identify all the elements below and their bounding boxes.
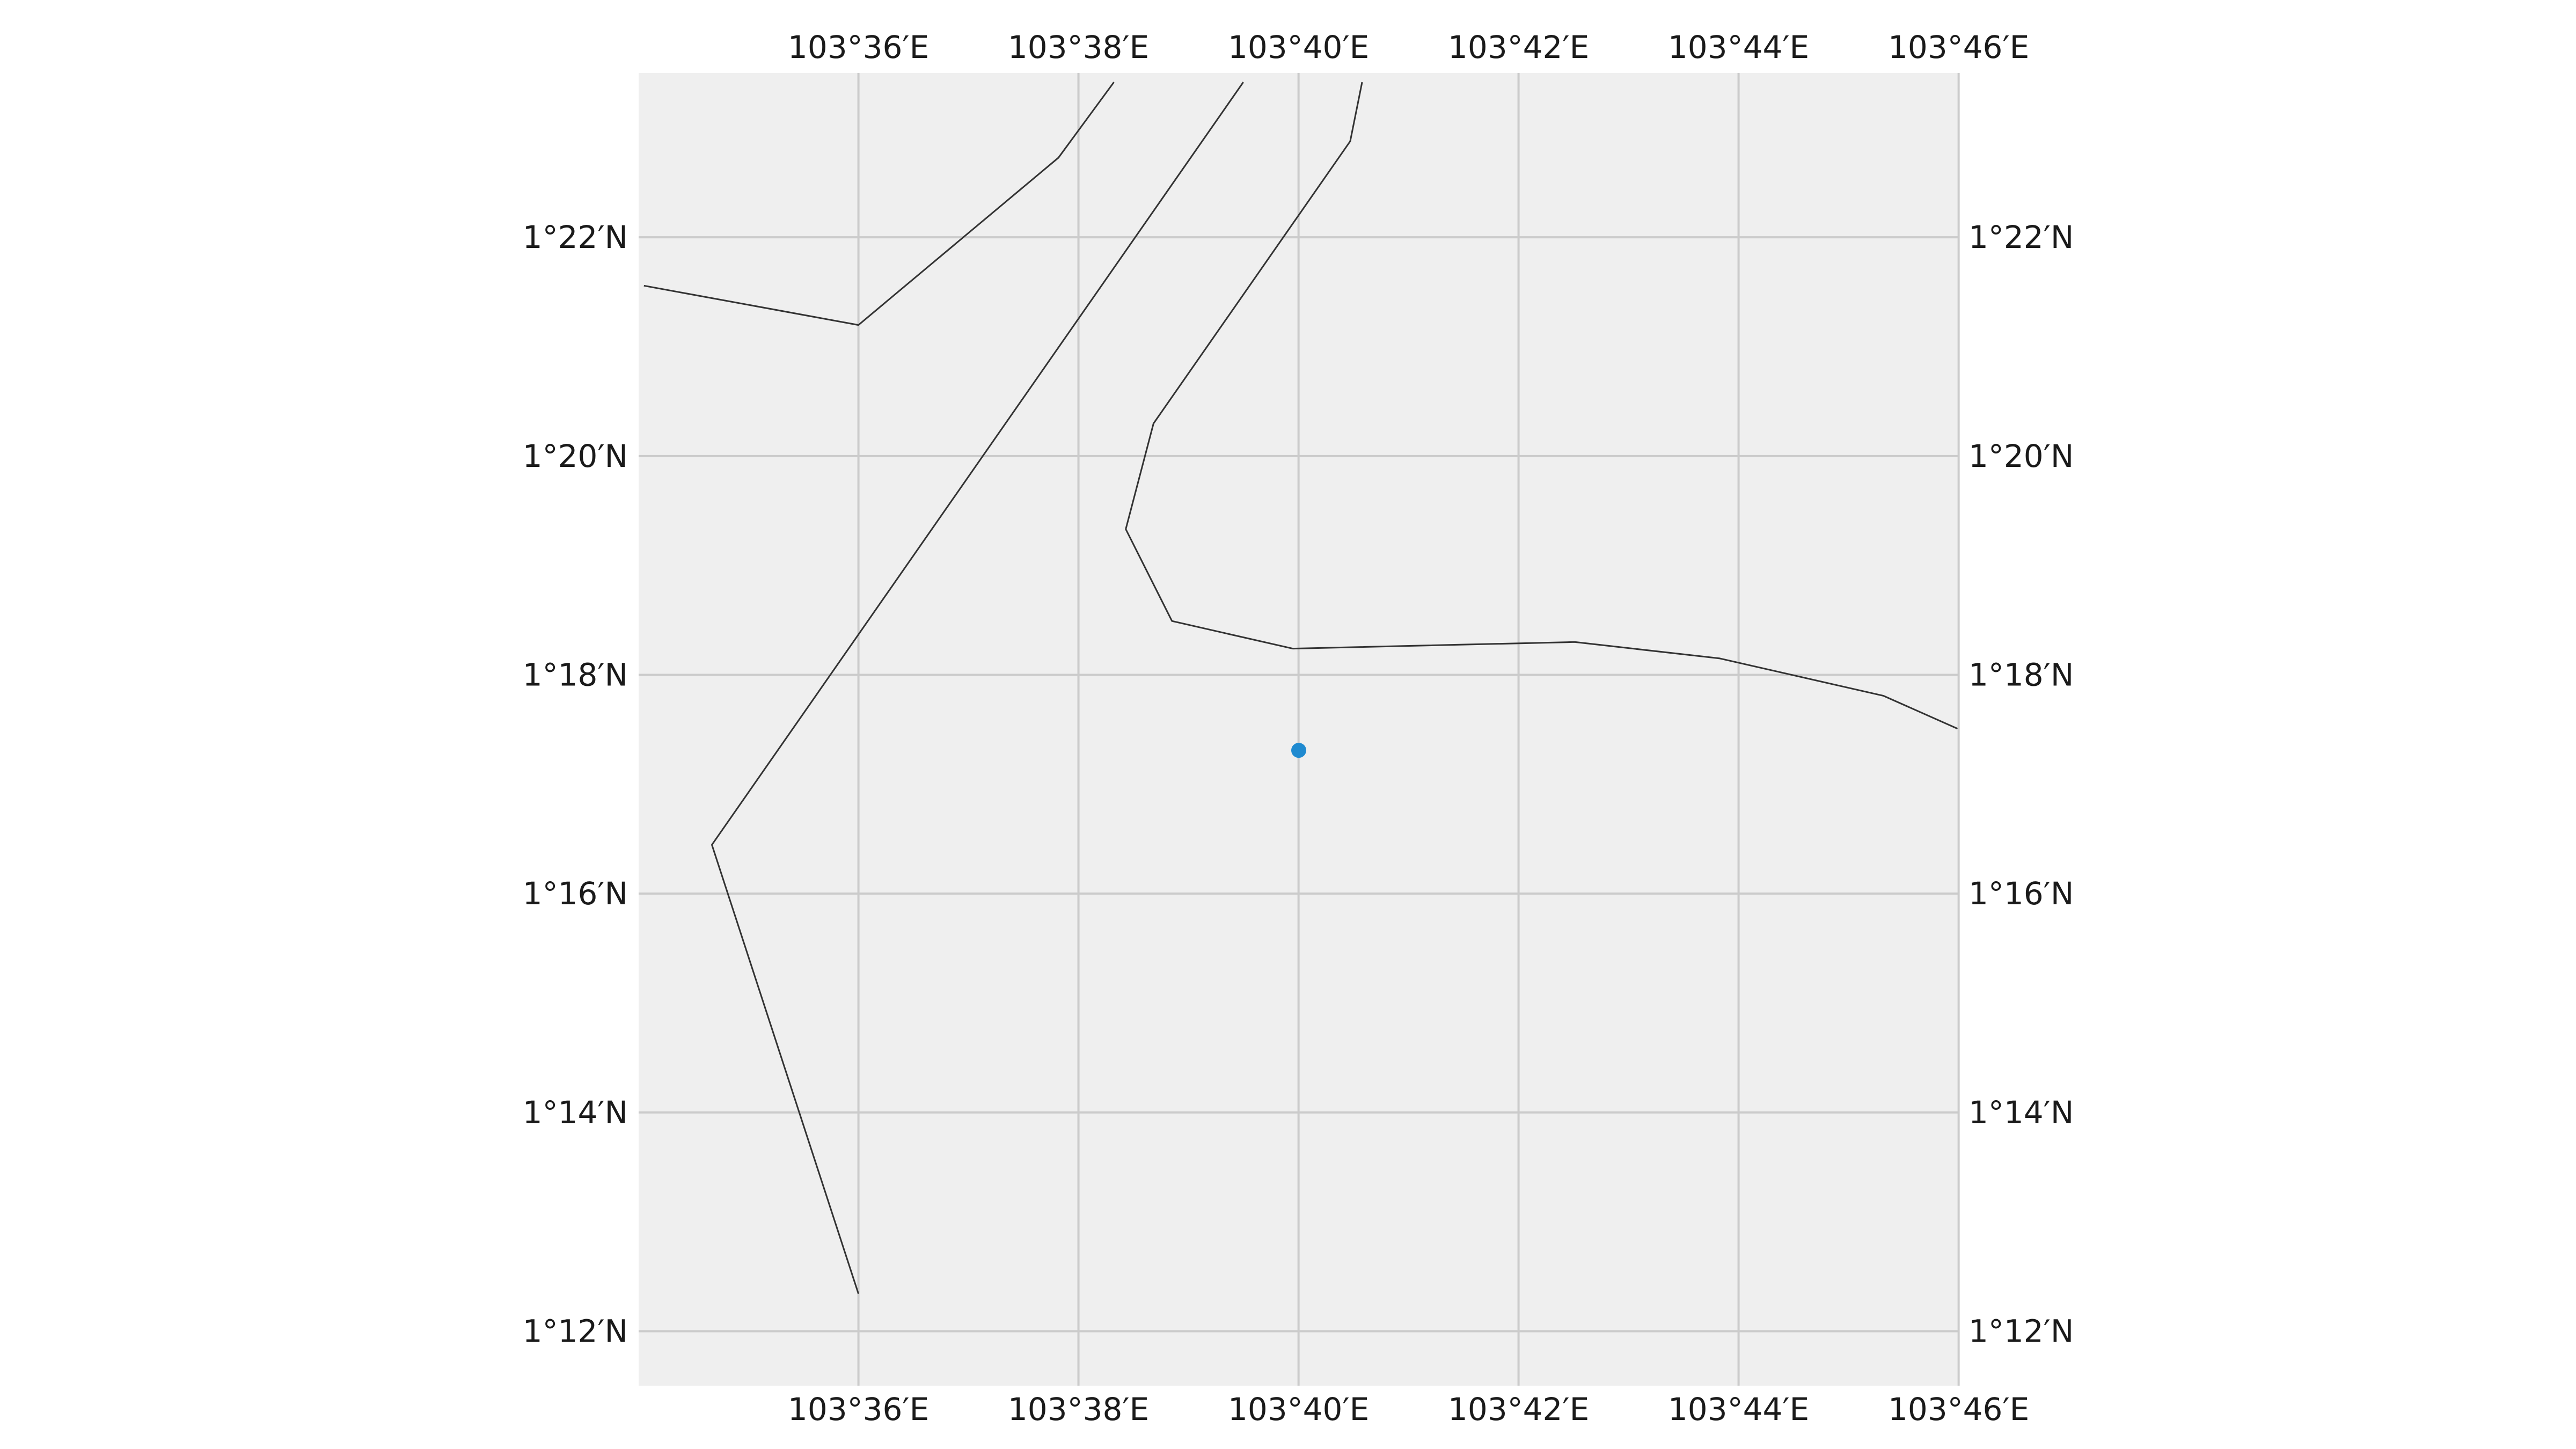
graticule	[639, 73, 1960, 1386]
lat-tick-label-left: 1°16′N	[523, 875, 628, 912]
lat-tick-label-left: 1°12′N	[523, 1313, 628, 1349]
lat-tick-label-left: 1°22′N	[523, 219, 628, 255]
boundary-a	[643, 82, 1115, 326]
lat-tick-label-right: 1°16′N	[1968, 875, 2074, 912]
lat-tick-label-right: 1°22′N	[1968, 219, 2074, 255]
lon-tick-label-top: 103°38′E	[1008, 29, 1149, 65]
lat-tick-label-left: 1°20′N	[523, 438, 628, 474]
lat-tick-label-right: 1°12′N	[1968, 1313, 2074, 1349]
lon-tick-label-top: 103°40′E	[1228, 29, 1369, 65]
lon-tick-label-bottom: 103°46′E	[1888, 1391, 2029, 1428]
boundary-lines	[643, 82, 1958, 1294]
markers	[1291, 743, 1306, 758]
lon-tick-label-top: 103°44′E	[1668, 29, 1809, 65]
tick-labels: 103°36′E 103°36′E 103°38′E 103°38′E 103°40′E…	[523, 29, 2074, 1428]
lat-tick-label-left: 1°18′N	[523, 656, 628, 693]
lon-tick-label-bottom: 103°42′E	[1448, 1391, 1589, 1428]
lon-tick-label-bottom: 103°38′E	[1008, 1391, 1149, 1428]
lon-tick-label-bottom: 103°44′E	[1668, 1391, 1809, 1428]
boundary-b	[711, 82, 1244, 1294]
lon-tick-label-top: 103°46′E	[1888, 29, 2029, 65]
lat-tick-label-right: 1°20′N	[1968, 438, 2074, 474]
lon-tick-label-top: 103°42′E	[1448, 29, 1589, 65]
lat-tick-label-right: 1°18′N	[1968, 656, 2074, 693]
lon-tick-label-bottom: 103°36′E	[788, 1391, 929, 1428]
lat-tick-label-left: 1°14′N	[523, 1094, 628, 1131]
lon-tick-label-bottom: 103°40′E	[1228, 1391, 1369, 1428]
lon-tick-label-top: 103°36′E	[788, 29, 929, 65]
location-marker	[1291, 743, 1306, 758]
lat-tick-label-right: 1°14′N	[1968, 1094, 2074, 1131]
boundary-c	[1125, 82, 1958, 730]
